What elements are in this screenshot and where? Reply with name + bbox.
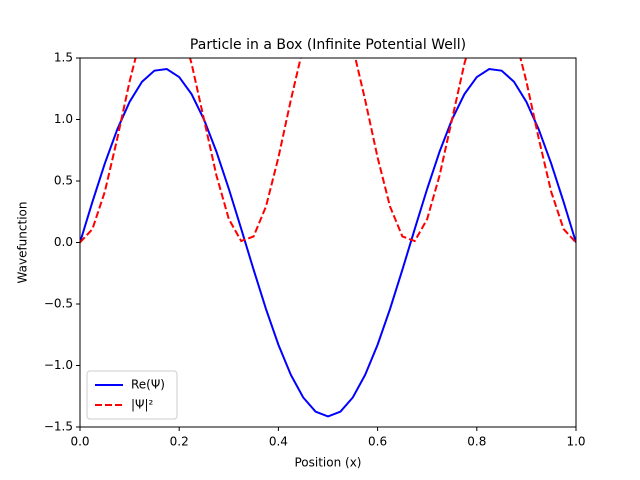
legend-box xyxy=(86,370,178,420)
legend-label: |Ψ|² xyxy=(131,398,154,412)
y-tick-label: 0.0 xyxy=(54,235,73,249)
y-tick-label: 1.0 xyxy=(54,112,73,126)
chart-title: Particle in a Box (Infinite Potential We… xyxy=(190,37,466,53)
y-tick-label: −0.5 xyxy=(44,297,73,311)
y-tick-label: 1.5 xyxy=(54,51,73,65)
y-tick-label: −1.0 xyxy=(44,358,73,372)
x-tick-label: 0.8 xyxy=(467,435,486,449)
x-tick-label: 0.0 xyxy=(70,435,89,449)
line-series xyxy=(80,68,576,418)
plot-frame xyxy=(79,57,577,428)
x-tick-label: 0.4 xyxy=(269,435,288,449)
y-tick-label: −1.5 xyxy=(44,420,73,434)
y-axis-label: Wavefunction xyxy=(16,202,30,284)
x-axis-label: Position (x) xyxy=(294,456,361,470)
x-tick-label: 0.6 xyxy=(368,435,387,449)
x-tick-label: 0.2 xyxy=(170,435,189,449)
x-tick-label: 1.0 xyxy=(566,435,585,449)
plot-area xyxy=(80,58,576,418)
y-tick-label: 0.5 xyxy=(54,174,73,188)
legend-label: Re(Ψ) xyxy=(131,378,165,392)
